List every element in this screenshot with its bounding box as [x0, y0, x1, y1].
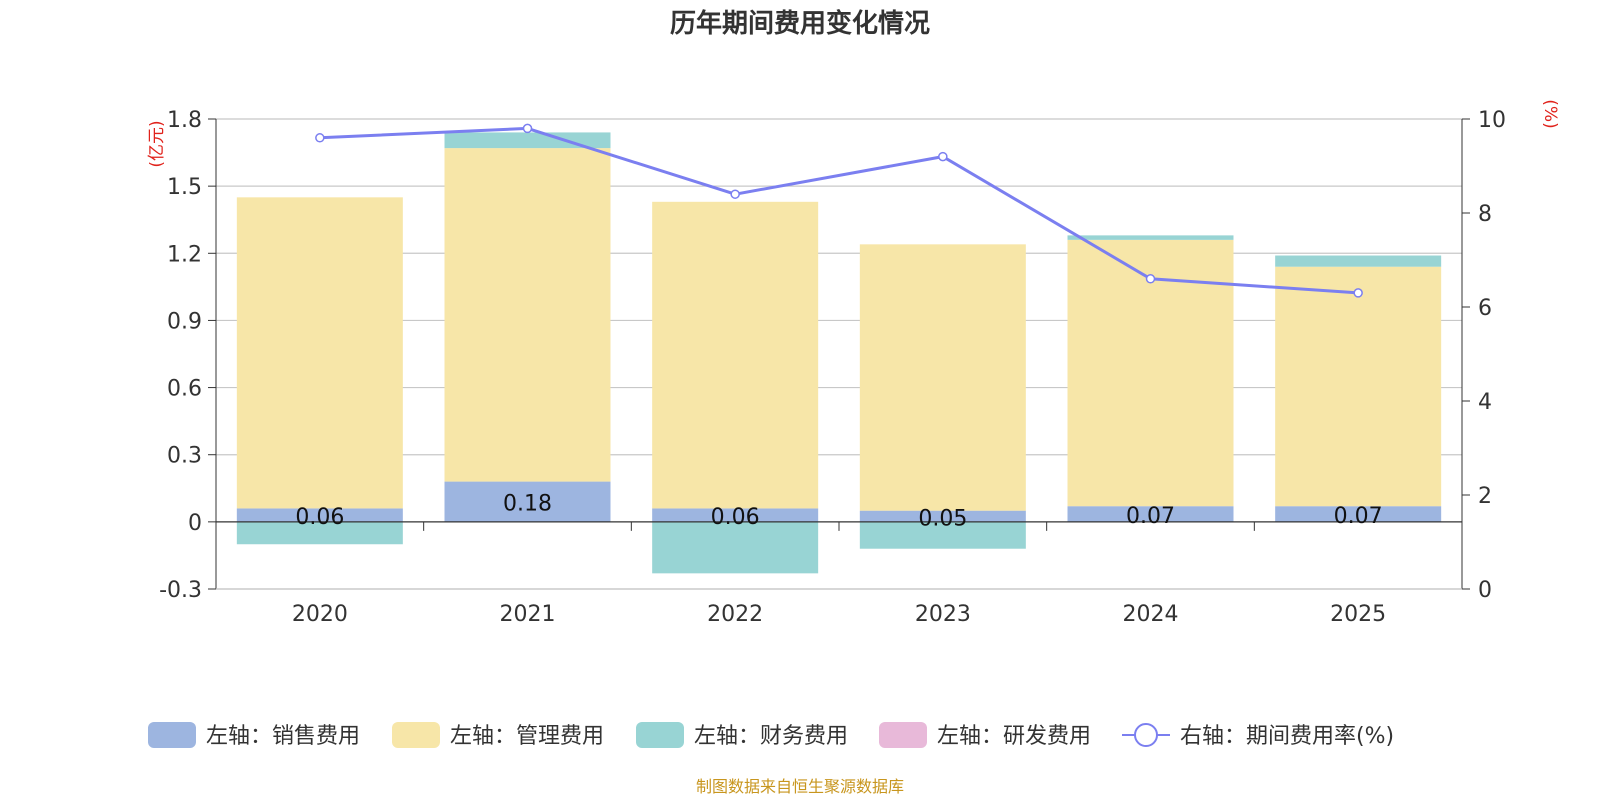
- category-label: 2023: [915, 602, 971, 627]
- legend-swatch: [879, 722, 927, 748]
- legend-label: 左轴：销售费用: [206, 724, 360, 749]
- right-tick-label: 10: [1478, 108, 1506, 133]
- right-tick-label: 4: [1478, 390, 1492, 415]
- rate-point: [730, 189, 740, 199]
- bar-segment: [444, 148, 611, 482]
- data-label: 0.06: [295, 505, 344, 530]
- category-label: 2021: [500, 602, 556, 627]
- bar-segment: [859, 521, 1026, 549]
- data-label: 0.07: [1126, 504, 1175, 529]
- left-tick-label: 1.5: [167, 175, 202, 200]
- bar-segment: [859, 244, 1026, 511]
- bar-segment: [1275, 266, 1442, 507]
- bar-segment: [1275, 506, 1442, 522]
- bar-segment: [1067, 239, 1234, 507]
- bar-segment: [1067, 235, 1234, 240]
- legend-swatch: [392, 722, 440, 748]
- bar-segment: [652, 201, 819, 509]
- category-label: 2020: [292, 602, 348, 627]
- grid-lines: [216, 118, 1462, 590]
- legend: 左轴：销售费用 左轴：管理费用 左轴：财务费用 左轴：研发费用 右轴：期间费用率(%): [148, 722, 1394, 749]
- bar-segment: [1275, 255, 1442, 267]
- bar-segment: [652, 521, 819, 574]
- rate-point: [1353, 288, 1363, 298]
- bar-segment: [859, 510, 1026, 522]
- left-tick-label: -0.3: [159, 578, 202, 603]
- left-tick-label: 0.6: [167, 377, 202, 402]
- rate-point: [522, 123, 533, 134]
- bars: [236, 132, 1442, 574]
- bar-segment: [236, 197, 403, 509]
- bar-segment: [1067, 506, 1234, 522]
- rate-point: [1145, 274, 1156, 284]
- data-label: 0.18: [503, 492, 552, 517]
- right-tick-label: 0: [1478, 578, 1492, 603]
- rate-line: [315, 123, 1363, 298]
- legend-label: 右轴：期间费用率(%): [1180, 724, 1394, 749]
- data-labels: 0.06 0.18 0.06 0.05 0.07 0.07: [295, 492, 1382, 532]
- data-label: 0.06: [711, 505, 760, 530]
- left-tick-label: 0: [188, 511, 202, 536]
- category-label: 2025: [1330, 602, 1386, 627]
- bar-segment: [444, 481, 611, 522]
- rate-point: [938, 151, 948, 162]
- left-tick-label: 0.3: [167, 444, 202, 469]
- bar-segment: [236, 521, 403, 545]
- bar-segment: [652, 508, 819, 522]
- data-label: 0.07: [1334, 504, 1383, 529]
- bar-segment: [444, 132, 611, 149]
- rate-point: [315, 133, 325, 143]
- left-tick-label: 0.9: [167, 309, 202, 334]
- left-tick-label: 1.2: [167, 242, 202, 267]
- rate-polyline: [319, 126, 1359, 295]
- legend-label: 左轴：财务费用: [694, 724, 848, 749]
- category-label: 2024: [1123, 602, 1179, 627]
- axes: 1.8 1.5 1.2 0.9 0.6 0.3 0 -0.3 10 8 6 4 2 0 (亿元) (%) 202…: [147, 99, 1560, 627]
- right-tick-label: 6: [1478, 296, 1492, 321]
- right-axis-unit: (%): [1540, 99, 1560, 128]
- legend-label: 左轴：管理费用: [450, 724, 604, 749]
- legend-label: 左轴：研发费用: [937, 724, 1091, 749]
- legend-swatch: [636, 722, 684, 748]
- left-axis-unit: (亿元): [147, 120, 167, 167]
- right-tick-label: 2: [1478, 484, 1492, 509]
- category-label: 2022: [707, 602, 763, 627]
- left-tick-label: 1.8: [167, 108, 202, 133]
- data-label: 0.05: [918, 506, 967, 531]
- legend-marker: [1134, 723, 1158, 747]
- bar-segment: [236, 508, 403, 522]
- source-note: 制图数据来自恒生聚源数据库: [696, 777, 904, 796]
- chart-title: 历年期间费用变化情况: [670, 8, 930, 39]
- legend-swatch: [148, 722, 196, 748]
- right-tick-label: 8: [1478, 202, 1492, 227]
